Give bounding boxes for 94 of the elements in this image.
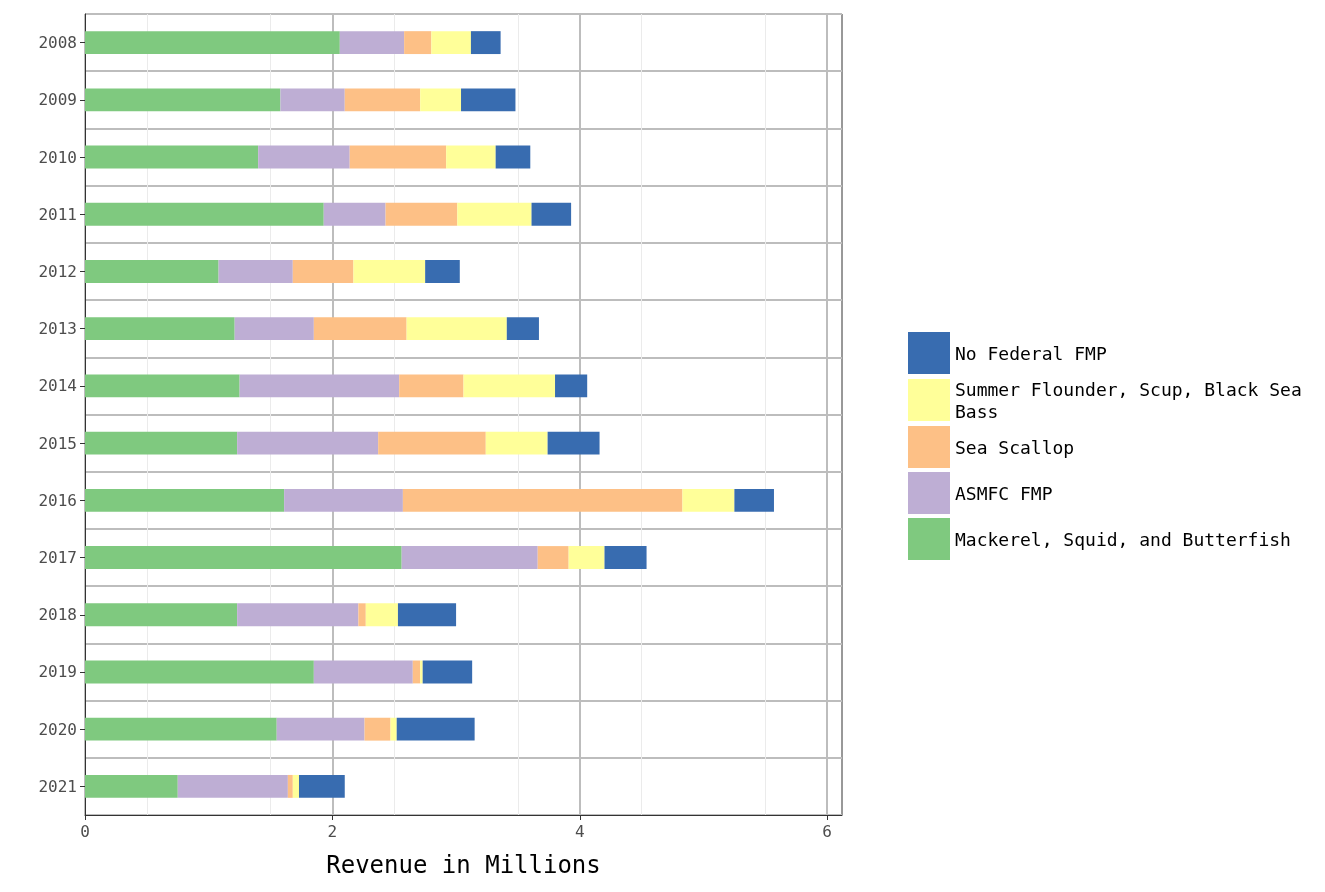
y-tick-label: 2019 xyxy=(38,662,77,682)
bar xyxy=(425,260,460,283)
y-tick-label: 2021 xyxy=(38,776,77,796)
bar xyxy=(470,31,501,55)
bar xyxy=(85,603,238,627)
bar xyxy=(555,374,588,398)
bar xyxy=(313,660,413,684)
bar xyxy=(402,488,683,512)
bar xyxy=(358,603,366,627)
bar xyxy=(85,317,235,341)
legend-label: Mackerel, Squid, and Butterfish xyxy=(955,528,1291,550)
bar xyxy=(349,145,447,169)
bar xyxy=(276,717,365,741)
bar xyxy=(568,546,605,569)
x-tick-label: 6 xyxy=(822,821,832,841)
bar xyxy=(353,260,426,283)
bar xyxy=(85,31,340,55)
legend-label: Summer Flounder, Scup, Black Sea Bass xyxy=(955,378,1313,422)
legend-label: No Federal FMP xyxy=(955,342,1107,364)
bar xyxy=(292,260,354,283)
bar xyxy=(431,31,471,55)
y-tick-label: 2014 xyxy=(38,376,77,396)
bar xyxy=(446,145,496,169)
bar xyxy=(537,546,569,569)
bar xyxy=(378,431,486,455)
bar xyxy=(422,660,473,684)
x-tick-label: 0 xyxy=(80,821,90,841)
bar xyxy=(85,431,238,455)
bar xyxy=(239,374,400,398)
bar xyxy=(339,31,405,55)
bar xyxy=(412,660,421,684)
bar xyxy=(85,374,240,398)
bar xyxy=(420,660,423,684)
bar xyxy=(506,317,539,341)
bar xyxy=(177,774,288,798)
bar xyxy=(396,717,475,741)
bar xyxy=(313,317,407,341)
bar xyxy=(258,145,350,169)
x-tick-label: 2 xyxy=(327,821,338,841)
bar xyxy=(85,488,285,512)
bar xyxy=(734,488,774,512)
bar xyxy=(399,374,464,398)
bar xyxy=(284,488,403,512)
bar xyxy=(495,145,531,169)
y-tick-label: 2013 xyxy=(38,319,77,339)
bar xyxy=(682,488,735,512)
y-tick-label: 2010 xyxy=(38,147,77,167)
bar xyxy=(604,546,647,569)
bar xyxy=(85,202,324,226)
bar xyxy=(463,374,556,398)
bar xyxy=(85,260,219,283)
bar xyxy=(218,260,293,283)
bar xyxy=(344,88,421,112)
bar xyxy=(401,546,538,569)
bar xyxy=(420,88,462,112)
bar xyxy=(85,774,178,798)
x-axis-title: Revenue in Millions xyxy=(326,851,601,879)
bar xyxy=(237,431,379,455)
bar xyxy=(280,88,345,112)
bar xyxy=(485,431,548,455)
bar xyxy=(85,546,402,569)
bar xyxy=(323,202,386,226)
y-tick-label: 2008 xyxy=(38,33,77,53)
legend-label: ASMFC FMP xyxy=(955,482,1053,504)
bar xyxy=(292,774,299,798)
y-tick-label: 2011 xyxy=(38,204,77,224)
y-tick-label: 2018 xyxy=(38,605,77,625)
bar xyxy=(237,603,359,627)
y-tick-label: 2020 xyxy=(38,719,77,739)
bar xyxy=(85,88,281,112)
bar xyxy=(364,717,391,741)
bar xyxy=(385,202,458,226)
bar xyxy=(531,202,572,226)
bar xyxy=(365,603,398,627)
bar xyxy=(85,660,314,684)
y-tick-label: 2009 xyxy=(38,90,77,110)
legend-label: Sea Scallop xyxy=(955,436,1075,458)
bar xyxy=(397,603,457,627)
y-tick-label: 2012 xyxy=(38,261,77,281)
bar xyxy=(298,774,345,798)
bar xyxy=(287,774,293,798)
bar xyxy=(457,202,532,226)
x-tick-label: 4 xyxy=(574,821,585,841)
bar xyxy=(234,317,314,341)
bar xyxy=(461,88,516,112)
y-tick-label: 2015 xyxy=(38,433,77,453)
y-tick-label: 2016 xyxy=(38,490,77,510)
bar xyxy=(547,431,600,455)
bar xyxy=(85,717,277,741)
y-tick-label: 2017 xyxy=(38,548,77,568)
bar xyxy=(404,31,432,55)
bar xyxy=(390,717,397,741)
bar xyxy=(85,145,259,169)
bar xyxy=(406,317,507,341)
